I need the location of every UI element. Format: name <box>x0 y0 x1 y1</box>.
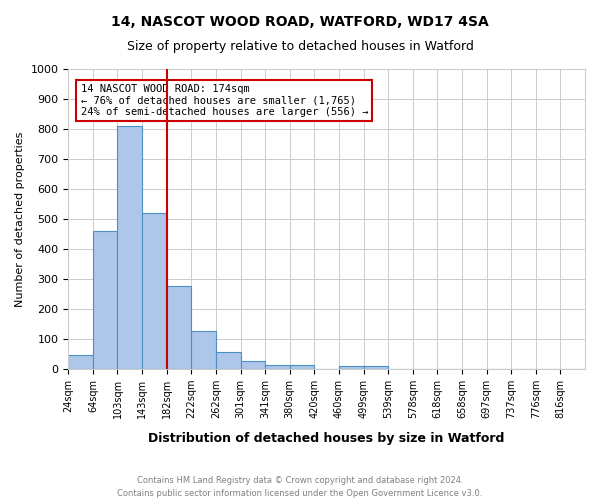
Y-axis label: Number of detached properties: Number of detached properties <box>15 132 25 306</box>
Bar <box>216 352 241 369</box>
Text: 14, NASCOT WOOD ROAD, WATFORD, WD17 4SA: 14, NASCOT WOOD ROAD, WATFORD, WD17 4SA <box>111 15 489 29</box>
Bar <box>290 366 314 369</box>
Bar <box>93 231 118 369</box>
Text: 14 NASCOT WOOD ROAD: 174sqm
← 76% of detached houses are smaller (1,765)
24% of : 14 NASCOT WOOD ROAD: 174sqm ← 76% of det… <box>80 84 368 117</box>
Bar <box>118 126 142 369</box>
Bar <box>167 286 191 369</box>
Bar <box>241 362 265 369</box>
Text: Size of property relative to detached houses in Watford: Size of property relative to detached ho… <box>127 40 473 53</box>
Text: Contains HM Land Registry data © Crown copyright and database right 2024.: Contains HM Land Registry data © Crown c… <box>137 476 463 485</box>
X-axis label: Distribution of detached houses by size in Watford: Distribution of detached houses by size … <box>148 432 505 445</box>
Bar <box>191 332 216 369</box>
Bar <box>364 366 388 369</box>
Text: Contains public sector information licensed under the Open Government Licence v3: Contains public sector information licen… <box>118 488 482 498</box>
Bar <box>68 356 93 369</box>
Bar <box>142 213 167 369</box>
Bar <box>339 366 364 369</box>
Bar <box>265 366 290 369</box>
